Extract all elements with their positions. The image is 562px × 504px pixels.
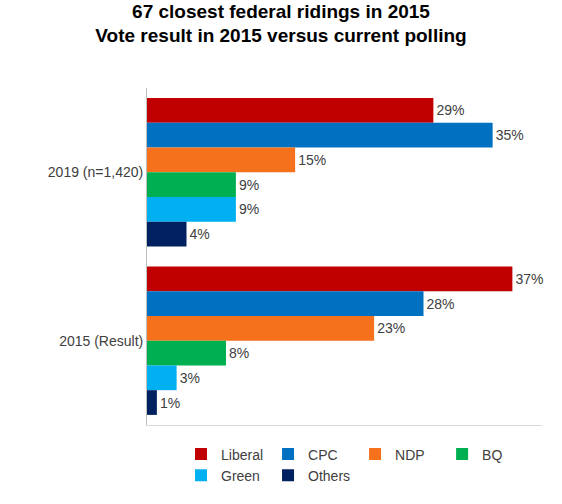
- svg-text:2015 (Result): 2015 (Result): [59, 333, 143, 349]
- svg-text:NDP: NDP: [395, 447, 425, 463]
- svg-text:3%: 3%: [180, 370, 200, 386]
- svg-text:CPC: CPC: [308, 447, 338, 463]
- svg-text:4%: 4%: [190, 226, 210, 242]
- svg-text:15%: 15%: [298, 152, 326, 168]
- svg-text:29%: 29%: [436, 102, 464, 118]
- svg-text:9%: 9%: [239, 201, 259, 217]
- svg-text:35%: 35%: [496, 127, 524, 143]
- svg-text:Green: Green: [221, 468, 260, 484]
- svg-text:37%: 37%: [515, 271, 543, 287]
- svg-text:67 closest federal ridings in: 67 closest federal ridings in 2015Vote r…: [95, 1, 466, 47]
- svg-text:Liberal: Liberal: [221, 447, 263, 463]
- svg-text:Others: Others: [308, 468, 350, 484]
- svg-text:1%: 1%: [160, 395, 180, 411]
- svg-text:28%: 28%: [427, 296, 455, 312]
- svg-text:BQ: BQ: [482, 447, 502, 463]
- svg-text:23%: 23%: [377, 320, 405, 336]
- svg-text:8%: 8%: [229, 345, 249, 361]
- svg-text:2019 (n=1,420): 2019 (n=1,420): [48, 164, 143, 180]
- svg-text:9%: 9%: [239, 177, 259, 193]
